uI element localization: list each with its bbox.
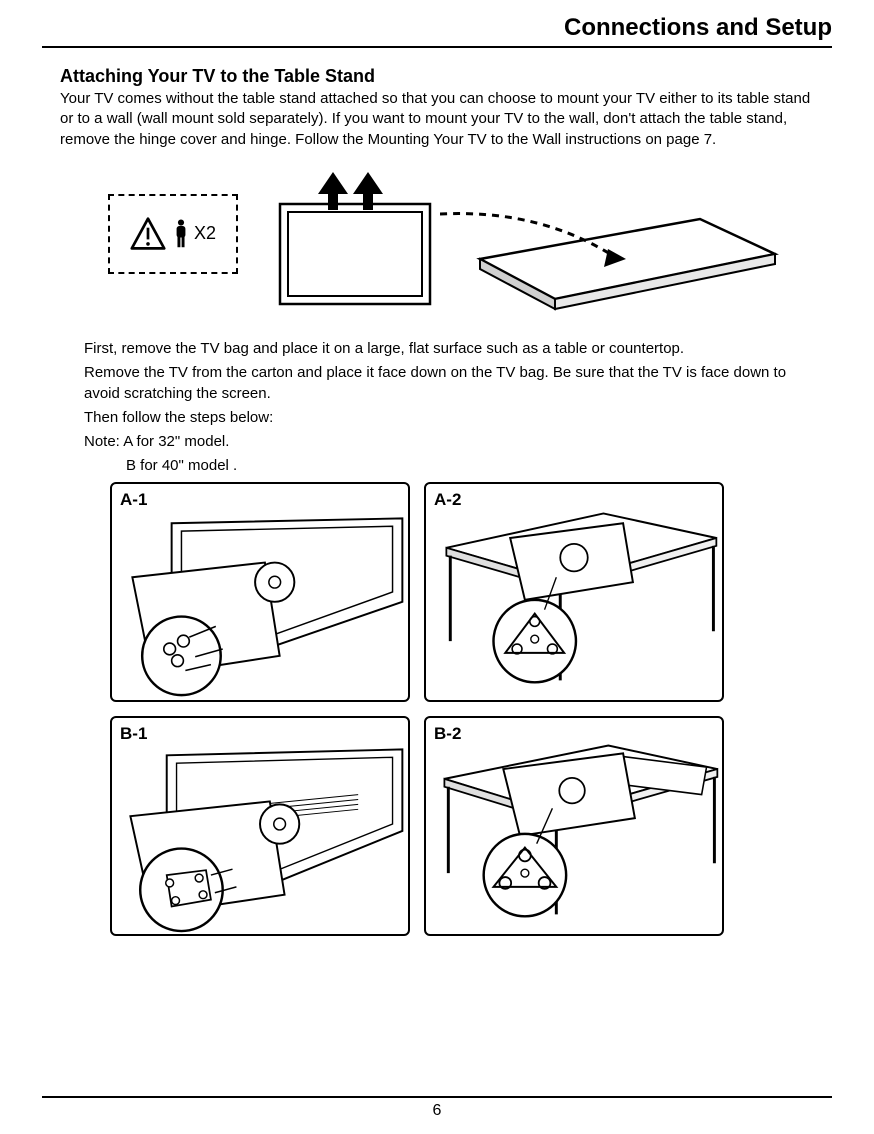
page-header: Connections and Setup bbox=[42, 14, 832, 42]
top-illustration: X2 bbox=[60, 164, 814, 324]
instruction-note-b: B for 40" model . bbox=[84, 455, 790, 477]
instruction-line-3: Then follow the steps below: bbox=[84, 407, 790, 429]
section-title: Attaching Your TV to the Table Stand bbox=[60, 66, 814, 87]
panel-a1: A-1 bbox=[110, 482, 410, 702]
panel-label-b2: B-2 bbox=[434, 724, 461, 744]
panel-b2: B-2 bbox=[424, 716, 724, 936]
table-illustration bbox=[440, 209, 780, 311]
header-rule bbox=[42, 46, 832, 48]
footer-rule bbox=[42, 1096, 832, 1098]
instructions-block: First, remove the TV bag and place it on… bbox=[60, 338, 814, 477]
section-intro: Your TV comes without the table stand at… bbox=[60, 89, 814, 150]
panel-a1-illustration bbox=[112, 484, 408, 700]
panel-grid: A-1 bbox=[60, 482, 814, 936]
panel-b1: B-1 bbox=[110, 716, 410, 936]
panel-label-b1: B-1 bbox=[120, 724, 147, 744]
panel-a2: A-2 bbox=[424, 482, 724, 702]
person-count: X2 bbox=[194, 223, 216, 244]
panel-b1-illustration bbox=[112, 718, 408, 934]
instruction-line-2: Remove the TV from the carton and place … bbox=[84, 362, 790, 406]
panel-a2-illustration bbox=[426, 484, 722, 700]
two-person-box: X2 bbox=[108, 194, 238, 274]
panel-b2-illustration bbox=[426, 718, 722, 934]
tv-lift-illustration bbox=[270, 164, 450, 314]
page-number: 6 bbox=[42, 1102, 832, 1120]
person-icon bbox=[172, 219, 190, 249]
panel-label-a2: A-2 bbox=[434, 490, 461, 510]
warning-icon bbox=[130, 216, 166, 252]
instruction-note-a: Note: A for 32" model. bbox=[84, 431, 790, 453]
instruction-line-1: First, remove the TV bag and place it on… bbox=[84, 338, 790, 360]
panel-label-a1: A-1 bbox=[120, 490, 147, 510]
